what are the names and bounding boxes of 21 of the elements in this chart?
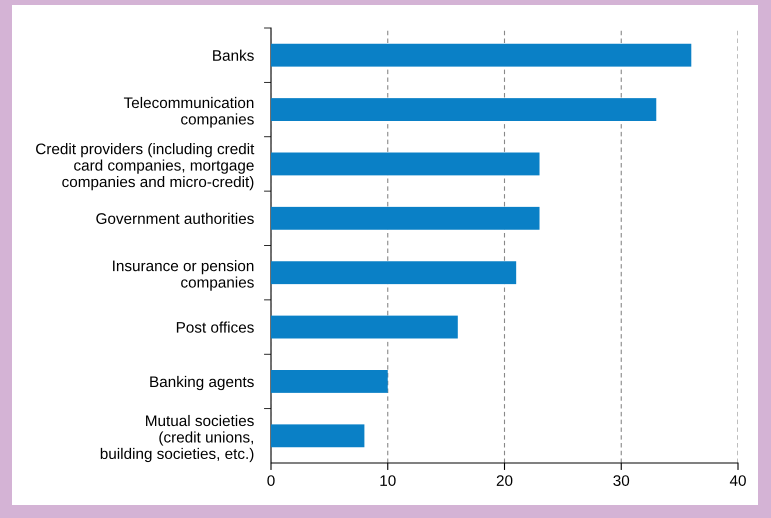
bar <box>271 261 516 284</box>
y-tick-label: Post offices <box>176 322 254 333</box>
x-tick-label: 40 <box>730 475 746 486</box>
x-tick-label: 30 <box>613 475 630 486</box>
bar <box>271 424 364 448</box>
bar <box>271 206 540 230</box>
y-tick-label: Mutual societies (credit unions, building societies, etc.) <box>100 414 254 462</box>
bar <box>271 44 692 67</box>
bar <box>271 370 388 393</box>
x-tick-label: 0 <box>267 475 275 486</box>
y-tick-label: Telecommunication companies <box>124 96 254 128</box>
y-tick-label: Credit providers (including credit card companies, mortgage companies and micro-credit) <box>36 143 254 190</box>
y-tick-label: Government authorities <box>96 212 254 224</box>
x-tick-label: 10 <box>380 475 396 486</box>
y-tick-label: Banks <box>213 50 254 61</box>
y-tick-label: Banking agents <box>150 376 254 390</box>
bar <box>271 98 656 121</box>
bar <box>271 152 540 176</box>
x-tick-label: 20 <box>496 475 512 486</box>
y-tick-label: Insurance or pension companies <box>113 260 254 291</box>
bar <box>271 316 458 338</box>
